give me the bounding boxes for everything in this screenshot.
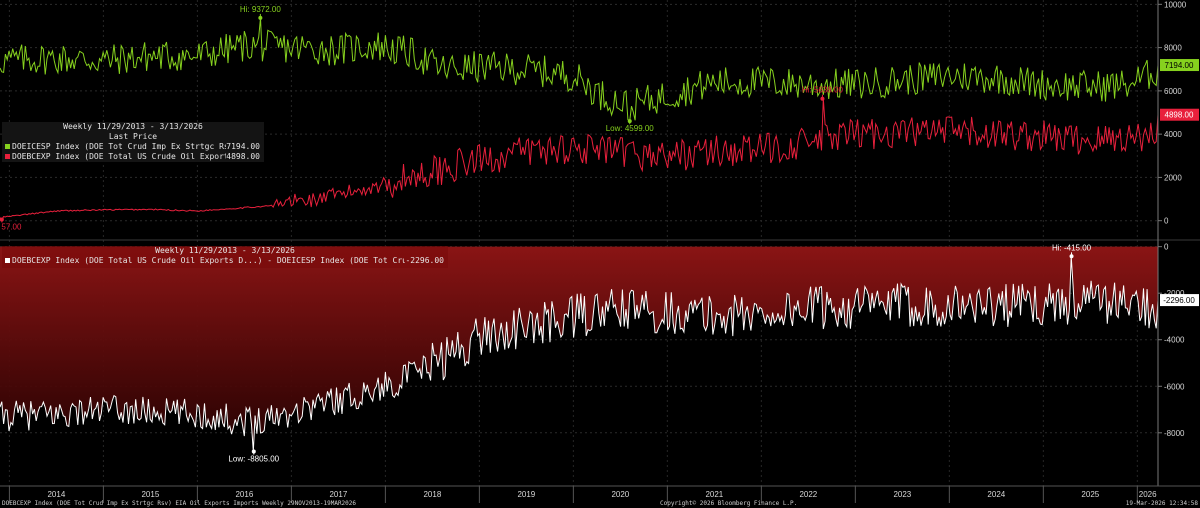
- footer-source: DOEBCEXP Index (DOE Tot Crud Imp Ex Strt…: [2, 500, 357, 507]
- exports-series-line: [0, 98, 1159, 221]
- year-tick-label: 2019: [517, 490, 535, 499]
- bottom-ytick-label: -6000: [1164, 382, 1185, 391]
- spread-area-fill: [0, 246, 1158, 452]
- bottom-panel-legend: Weekly 11/29/2013 - 3/13/2026 DOEBCEXP I…: [2, 246, 448, 268]
- legend-spread-name: DOEBCEXP Index (DOE Total US Crude Oil E…: [12, 256, 406, 265]
- top-legend-title: Weekly 11/29/2013 - 3/13/2026: [63, 122, 203, 131]
- year-tick-label: 2024: [987, 490, 1005, 499]
- year-tick-label: 2015: [141, 490, 159, 499]
- imports-series-line: [0, 17, 1159, 123]
- exports-last-tag: [1160, 108, 1199, 121]
- legend-item-imports[interactable]: DOEICESP Index (DOE Tot Crud Imp Ex Strt…: [2, 142, 264, 152]
- year-tick-label: 2014: [47, 490, 65, 499]
- imports-last-tag-label: 7194.00: [1165, 61, 1194, 70]
- legend-item-exports[interactable]: DOEBCEXP Index (DOE Total US Crude Oil E…: [2, 152, 264, 162]
- footer-copyright: Copyright© 2026 Bloomberg Finance L.P.: [660, 500, 798, 507]
- top-ytick-label: 10000: [1164, 0, 1187, 9]
- legend-item-spread[interactable]: DOEBCEXP Index (DOE Total US Crude Oil E…: [2, 256, 448, 266]
- top-ytick-label: 0: [1164, 217, 1169, 226]
- bottom-legend-title: Weekly 11/29/2013 - 3/13/2026: [155, 246, 295, 255]
- spread-hi-label: Hi: -415.00: [1052, 243, 1092, 252]
- bottom-ytick-label: 0: [1164, 243, 1169, 252]
- imports-last-tag: [1160, 59, 1199, 72]
- imports-low-label: Low: 4599.00: [606, 124, 655, 133]
- bottom-ytick-label: -8000: [1164, 429, 1185, 438]
- imports-hi-label: Hi: 9372.00: [240, 5, 281, 14]
- legend-imports-name: DOEICESP Index (DOE Tot Crud Imp Ex Strt…: [12, 142, 227, 151]
- year-tick-label: 2026: [1139, 490, 1157, 499]
- year-tick-label: 2020: [611, 490, 629, 499]
- footer-timestamp: 19-Mar-2026 12:34:58: [1125, 500, 1198, 507]
- exports-hi-label: Hi: 5638.00: [802, 86, 843, 95]
- year-tick-label: 2018: [423, 490, 441, 499]
- year-tick-label: 2023: [893, 490, 911, 499]
- exports-last-tag-label: 4898.00: [1165, 111, 1194, 120]
- top-ytick-label: 6000: [1164, 87, 1182, 96]
- bottom-ytick-label: -2000: [1164, 289, 1185, 298]
- spread-series-line: [0, 256, 1159, 452]
- top-ytick-label: 8000: [1164, 44, 1182, 53]
- top-panel-legend: Weekly 11/29/2013 - 3/13/2026 Last Price…: [2, 122, 264, 162]
- spread-last-tag-label: -2296.00: [1163, 296, 1195, 305]
- green-swatch-icon: [5, 144, 10, 149]
- legend-exports-name: DOEBCEXP Index (DOE Total US Crude Oil E…: [12, 152, 226, 161]
- year-tick-label: 2025: [1081, 490, 1099, 499]
- legend-exports-value: 4898.00: [226, 152, 260, 161]
- exports-low-label: Low: 57.00: [0, 222, 22, 231]
- red-swatch-icon: [5, 154, 10, 159]
- year-tick-label: 2017: [329, 490, 347, 499]
- legend-spread-value: -2296.00: [405, 256, 444, 265]
- top-ytick-label: 4000: [1164, 130, 1182, 139]
- top-ytick-label: 2000: [1164, 173, 1182, 182]
- top-legend-subtitle: Last Price: [108, 132, 158, 141]
- legend-imports-value: 7194.00: [226, 142, 260, 151]
- spread-last-tag: [1160, 294, 1199, 307]
- year-tick-label: 2016: [235, 490, 253, 499]
- year-tick-label: 2022: [799, 490, 817, 499]
- bottom-ytick-label: -4000: [1164, 336, 1185, 345]
- spread-low-label: Low: -8805.00: [228, 455, 279, 464]
- year-tick-label: 2021: [705, 490, 723, 499]
- white-swatch-icon: [5, 258, 10, 263]
